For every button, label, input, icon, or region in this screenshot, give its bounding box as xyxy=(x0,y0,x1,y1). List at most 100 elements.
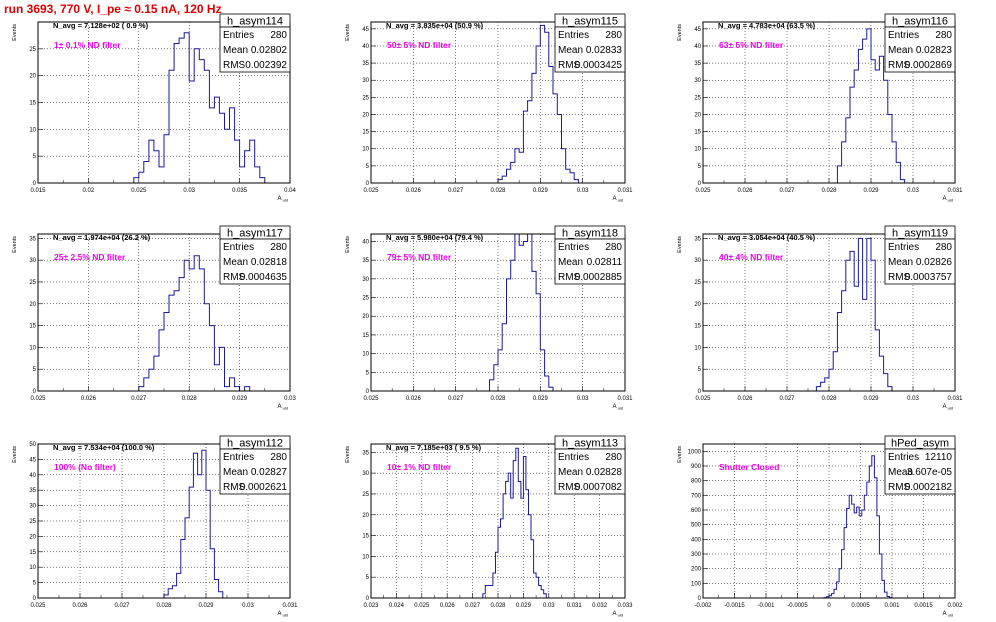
stats-box xyxy=(219,26,291,73)
x-tick-label: 0.031 xyxy=(947,396,963,402)
x-tick-label: 0.023 xyxy=(363,603,379,609)
x-tick-label: 0.028 xyxy=(821,188,837,194)
y-tick-label: 500 xyxy=(691,523,702,529)
y-tick-label: 45 xyxy=(29,457,36,463)
y-tick-label: 20 xyxy=(362,513,369,519)
stats-label-entries: Entries xyxy=(223,242,254,253)
y-tick-label: 15 xyxy=(362,534,369,540)
y-tick-label: 15 xyxy=(362,333,369,339)
histogram-panel-1: 0.015 0.02 0.025 0.03 0.035 0.04 0 5 10 15 20 25 Eve… xyxy=(12,13,296,203)
y-tick-label: 0 xyxy=(698,389,702,395)
x-tick-label: 0.028 xyxy=(821,396,837,402)
y-tick-label: 10 xyxy=(362,147,369,153)
filter-label: 79± 5% ND filter xyxy=(387,252,452,262)
navg-label: N_avg = 4.783e+04 (63.5 %) xyxy=(718,21,816,30)
x-axis-label: A uid xyxy=(613,611,623,618)
y-tick-label: 0 xyxy=(33,181,37,187)
x-tick-label: 0.0005 xyxy=(851,603,870,609)
x-tick-label: 0.031 xyxy=(282,603,298,609)
y-tick-label: 100 xyxy=(691,581,702,587)
histogram-name: h_asym119 xyxy=(892,228,948,240)
y-tick-label: 0 xyxy=(33,389,37,395)
x-tick-label: 0.032 xyxy=(592,603,608,609)
x-tick-label: 0.03 xyxy=(577,396,589,402)
histogram-panel-7: 0.025 0.026 0.027 0.028 0.029 0.03 0.031 0 5 10 15… xyxy=(12,435,298,618)
stats-box xyxy=(884,238,956,285)
y-tick-label: 35 xyxy=(362,61,369,67)
x-tick-label: 0.025 xyxy=(30,396,46,402)
y-tick-label: 10 xyxy=(29,345,36,351)
y-tick-label: 35 xyxy=(29,236,36,242)
x-tick-label: 0.025 xyxy=(695,396,711,402)
stats-box xyxy=(554,238,626,285)
y-axis-label: Events xyxy=(677,236,683,253)
y-tick-label: 15 xyxy=(29,101,36,107)
y-tick-label: 200 xyxy=(691,567,702,573)
histogram-panel-5: 0.025 0.026 0.027 0.028 0.029 0.03 0.031 0 5 10 15… xyxy=(345,225,633,411)
y-tick-label: 15 xyxy=(29,324,36,330)
y-tick-label: 25 xyxy=(694,280,701,286)
y-tick-label: 30 xyxy=(362,78,369,84)
stats-value-rms: 0.0003757 xyxy=(905,272,953,283)
filter-label: 50± 5% ND filter xyxy=(387,40,452,50)
x-tick-label: 0.029 xyxy=(533,396,549,402)
x-tick-label: 0.031 xyxy=(947,188,963,194)
y-tick-label: 0 xyxy=(366,596,370,602)
stats-label-rms: RMS xyxy=(558,482,581,493)
navg-label: N_avg = 7.185e+03 ( 9.5 %) xyxy=(386,443,482,452)
filter-label: 40± 4% ND filter xyxy=(719,252,784,262)
stats-value-rms: 0.0002182 xyxy=(905,482,953,493)
y-tick-label: 20 xyxy=(29,74,36,80)
x-tick-label: 0.03 xyxy=(183,188,195,194)
stats-label-mean: Mean xyxy=(558,257,583,268)
stats-label-mean: Mean xyxy=(888,257,913,268)
y-tick-label: 15 xyxy=(694,130,701,136)
histogram-name: hPed_asym xyxy=(891,438,949,450)
y-tick-label: 25 xyxy=(362,296,369,302)
y-tick-label: 40 xyxy=(694,44,701,50)
x-tick-label: 0.04 xyxy=(284,188,296,194)
y-tick-label: 35 xyxy=(694,61,701,67)
filter-label: 100% (No filter) xyxy=(54,462,116,472)
stats-label-entries: Entries xyxy=(558,452,589,463)
histogram-panel-2: 0.025 0.026 0.027 0.028 0.029 0.03 0.031 0 5 10 15… xyxy=(345,13,633,203)
x-axis-label: A uid xyxy=(613,196,623,203)
stats-label-mean: Mean xyxy=(223,467,248,478)
y-tick-label: 15 xyxy=(362,130,369,136)
stats-value-entries: 12110 xyxy=(925,452,953,463)
page-title: run 3693, 770 V, I_pe ≈ 0.15 nA, 120 Hz xyxy=(4,2,222,16)
x-tick-label: 0.029 xyxy=(232,396,248,402)
y-tick-label: 25 xyxy=(362,95,369,101)
y-tick-label: 20 xyxy=(362,112,369,118)
x-tick-label: 0.0015 xyxy=(914,603,933,609)
stats-label-rms: RMS xyxy=(558,272,581,283)
y-tick-label: 5 xyxy=(366,575,370,581)
stats-label-entries: Entries xyxy=(888,242,919,253)
y-tick-label: 300 xyxy=(691,552,702,558)
stats-box xyxy=(884,26,956,73)
x-tick-label: 0.027 xyxy=(448,396,464,402)
y-axis-label: Events xyxy=(677,24,683,41)
x-tick-label: 0.026 xyxy=(81,396,97,402)
stats-value-rms: 0.0002621 xyxy=(240,482,288,493)
x-tick-label: 0.024 xyxy=(389,603,405,609)
histogram-name: h_asym113 xyxy=(562,438,618,450)
navg-label: N_avg = 7.128e+02 ( 0.9 %) xyxy=(53,21,149,30)
y-tick-label: 30 xyxy=(29,504,36,510)
y-axis-label: Events xyxy=(345,446,351,463)
x-tick-label: 0.026 xyxy=(440,603,456,609)
y-tick-label: 5 xyxy=(33,581,37,587)
x-tick-label: 0.029 xyxy=(533,188,549,194)
y-tick-label: 5 xyxy=(698,367,702,373)
x-tick-label: -0.0005 xyxy=(787,603,808,609)
y-tick-label: 0 xyxy=(698,181,702,187)
stats-label-rms: RMS xyxy=(223,272,246,283)
x-tick-label: 0.025 xyxy=(363,396,379,402)
histogram-name: h_asym115 xyxy=(562,16,618,28)
y-tick-label: 25 xyxy=(362,492,369,498)
stats-box xyxy=(884,448,956,495)
y-tick-label: 5 xyxy=(698,164,702,170)
y-tick-label: 0 xyxy=(366,389,370,395)
y-tick-label: 800 xyxy=(691,479,702,485)
stats-value-mean: 0.02828 xyxy=(586,467,623,478)
